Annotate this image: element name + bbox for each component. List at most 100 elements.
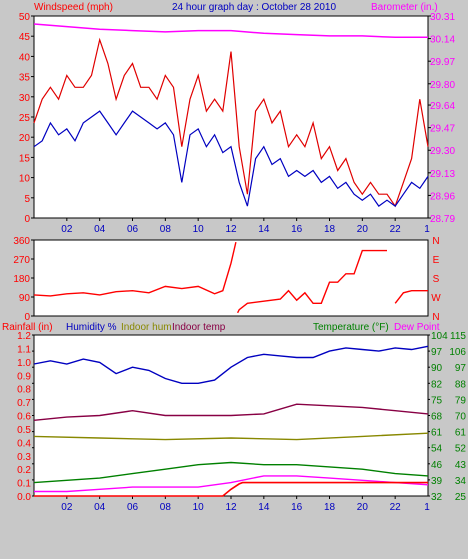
- humidity-label: Humidity %: [66, 322, 117, 333]
- indoor-hum-label: Indoor hum: [121, 322, 172, 333]
- compass-label: N: [432, 312, 439, 323]
- indoor-temp-line: [33, 403, 429, 421]
- x-tick-label: 02: [61, 502, 73, 513]
- temperature-tick-label: 97: [431, 347, 443, 358]
- rain-tick-label: 1.2: [17, 331, 31, 342]
- temperature-outer-tick-label: 70: [455, 412, 467, 423]
- rainfall-label: Rainfall (in): [2, 322, 53, 333]
- left-axis-tick-label: 20: [19, 133, 31, 144]
- temperature-outer-tick-label: 97: [455, 363, 467, 374]
- barometer-line: [33, 23, 428, 39]
- wind-direction-line: [394, 290, 428, 304]
- rain-tick-label: 0.4: [17, 438, 31, 449]
- temperature-outer-tick-label: 43: [455, 460, 467, 471]
- direction-tick-label: 90: [19, 293, 31, 304]
- temperature-label: Temperature (°F): [313, 322, 389, 333]
- rain-tick-label: 0.0: [17, 492, 31, 503]
- x-tick-label: 18: [324, 502, 336, 513]
- direction-tick-label: 180: [13, 274, 30, 285]
- x-tick-label: 22: [390, 224, 402, 235]
- rain-tick-label: 0.3: [17, 452, 31, 463]
- dew-point-label: Dew Point: [394, 322, 440, 333]
- compass-label: N: [432, 236, 439, 247]
- temperature-outer-tick-label: 79: [455, 395, 467, 406]
- temperature-outer-tick-label: 34: [455, 476, 467, 487]
- compass-label: W: [431, 293, 441, 304]
- windspeed-label: Windspeed (mph): [34, 2, 113, 13]
- rain-tick-label: 0.2: [17, 465, 31, 476]
- right-axis-tick-label: 28.96: [430, 191, 455, 202]
- temperature-tick-label: 82: [431, 379, 443, 390]
- direction-tick-label: 270: [13, 255, 30, 266]
- rain-tick-label: 1.0: [17, 358, 31, 369]
- right-axis-tick-label: 29.30: [430, 146, 455, 157]
- left-axis-tick-label: 40: [19, 52, 31, 63]
- temperature-tick-label: 39: [431, 476, 443, 487]
- temperature-outer-tick-label: 115: [450, 331, 466, 342]
- x-tick-label: 1: [424, 502, 430, 513]
- indoor-hum-line: [33, 432, 429, 441]
- right-axis-tick-label: 29.97: [430, 57, 455, 68]
- temperature-tick-label: 46: [431, 460, 443, 471]
- rain-tick-label: 0.6: [17, 412, 31, 423]
- direction-tick-label: 0: [24, 312, 30, 323]
- temperature-outer-tick-label: 25: [455, 492, 467, 503]
- temperature-outer-tick-label: 106: [449, 347, 466, 358]
- left-axis-tick-label: 30: [19, 93, 31, 104]
- temperature-tick-label: 90: [431, 363, 443, 374]
- right-axis-tick-label: 30.14: [430, 35, 455, 46]
- x-tick-label: 06: [127, 502, 139, 513]
- left-axis-tick-label: 0: [24, 214, 30, 225]
- compass-label: S: [433, 274, 440, 285]
- x-tick-label: 16: [291, 502, 303, 513]
- left-axis-tick-label: 10: [19, 174, 31, 185]
- left-axis-tick-label: 25: [19, 113, 31, 124]
- humidity-line: [33, 345, 429, 384]
- right-axis-tick-label: 30.31: [430, 12, 455, 23]
- x-tick-label: 20: [357, 224, 369, 235]
- right-axis-tick-label: 28.79: [430, 214, 455, 225]
- temperature-outer-tick-label: 88: [455, 379, 467, 390]
- x-tick-label: 02: [61, 224, 73, 235]
- temperature-outer-tick-label: 61: [455, 428, 467, 439]
- right-axis-tick-label: 29.64: [430, 101, 455, 112]
- x-tick-label: 08: [160, 502, 172, 513]
- temperature-tick-label: 75: [431, 395, 443, 406]
- rain-tick-label: 0.1: [17, 479, 31, 490]
- temperature-tick-label: 32: [431, 492, 443, 503]
- x-tick-label: 04: [94, 502, 106, 513]
- wind-speed-line: [33, 110, 429, 207]
- left-axis-tick-label: 50: [19, 12, 31, 23]
- indoor-temp-label: Indoor temp: [172, 322, 226, 333]
- rain-tick-label: 0.7: [17, 398, 31, 409]
- x-tick-label: 08: [160, 224, 172, 235]
- left-axis-tick-label: 15: [19, 153, 31, 164]
- x-tick-label: 22: [390, 502, 402, 513]
- x-tick-label: 04: [94, 224, 106, 235]
- x-tick-label: 1: [424, 224, 430, 235]
- left-axis-tick-label: 5: [24, 194, 30, 205]
- direction-tick-label: 360: [13, 236, 30, 247]
- x-tick-label: 20: [357, 502, 369, 513]
- wind-direction-panel: [33, 239, 429, 317]
- wind-direction-line: [236, 249, 387, 314]
- wind-gust-line: [33, 37, 429, 208]
- right-axis-tick-label: 29.13: [430, 169, 455, 180]
- right-axis-tick-label: 29.80: [430, 80, 455, 91]
- x-tick-label: 14: [258, 224, 270, 235]
- dew-point-line: [34, 475, 429, 493]
- x-tick-label: 18: [324, 224, 336, 235]
- rain-tick-label: 0.9: [17, 371, 31, 382]
- x-tick-label: 12: [225, 224, 237, 235]
- temperature-tick-label: 104: [431, 331, 448, 342]
- barometer-label: Barometer (in.): [371, 2, 438, 13]
- temperature-tick-label: 61: [431, 428, 443, 439]
- temperature-line: [33, 461, 429, 484]
- wind-direction-line: [33, 241, 237, 297]
- x-tick-label: 16: [291, 224, 303, 235]
- wind-barometer-panel: [33, 15, 429, 219]
- graph-title: 24 hour graph day : October 28 2010: [172, 2, 336, 13]
- left-axis-tick-label: 35: [19, 73, 31, 84]
